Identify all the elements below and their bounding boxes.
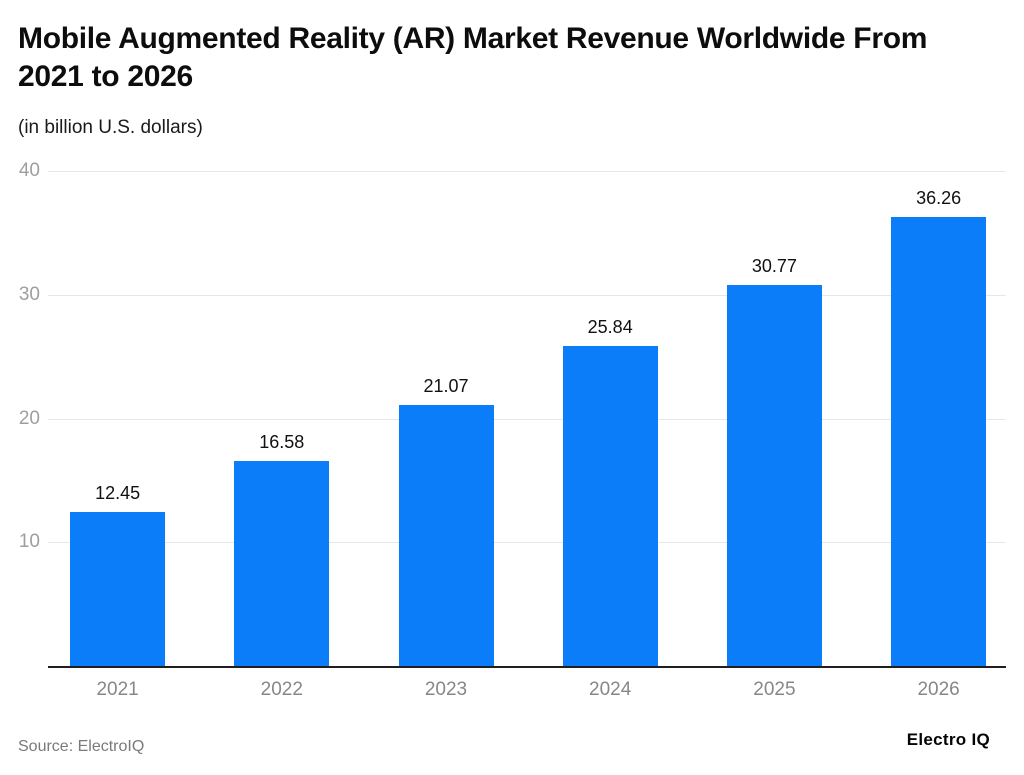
bar-2025 — [726, 285, 822, 666]
ytick-label-30: 30 — [18, 283, 40, 305]
bar-2023 — [398, 405, 494, 666]
source-note: Source: ElectroIQ — [18, 738, 145, 755]
gridline-y-10 — [48, 542, 1006, 544]
xtick-label-2021: 2021 — [96, 679, 139, 700]
bar-value-label-2026: 36.26 — [916, 188, 962, 209]
xtick-label-2025: 2025 — [753, 679, 796, 700]
ytick-label-10: 10 — [18, 531, 40, 553]
ytick-label-20: 20 — [18, 407, 40, 429]
bar-2026 — [891, 217, 987, 666]
bar-value-label-2021: 12.45 — [95, 482, 141, 503]
gridline-y-20 — [48, 418, 1006, 420]
bar-value-label-2024: 25.84 — [587, 317, 633, 338]
xtick-label-2022: 2022 — [260, 679, 303, 700]
bar-value-label-2023: 21.07 — [423, 376, 469, 397]
xtick-label-2024: 2024 — [589, 679, 632, 700]
bar-2022 — [234, 460, 330, 666]
xtick-label-2023: 2023 — [424, 679, 468, 700]
brand-logo: Electro IQ — [906, 730, 990, 749]
bar-value-label-2025: 30.77 — [751, 256, 797, 277]
gridline-y-40 — [48, 171, 1006, 173]
gridline-y-30 — [48, 294, 1006, 296]
ytick-label-40: 40 — [18, 160, 40, 182]
bar-2021 — [70, 511, 166, 666]
xtick-label-2026: 2026 — [917, 679, 960, 700]
chart-subtitle: (in billion U.S. dollars) — [18, 117, 203, 138]
x-axis-line — [48, 666, 1006, 668]
chart-title: Mobile Augmented Reality (AR) Market Rev… — [18, 22, 928, 93]
bar-2024 — [562, 346, 658, 666]
bar-value-label-2022: 16.58 — [259, 431, 305, 452]
